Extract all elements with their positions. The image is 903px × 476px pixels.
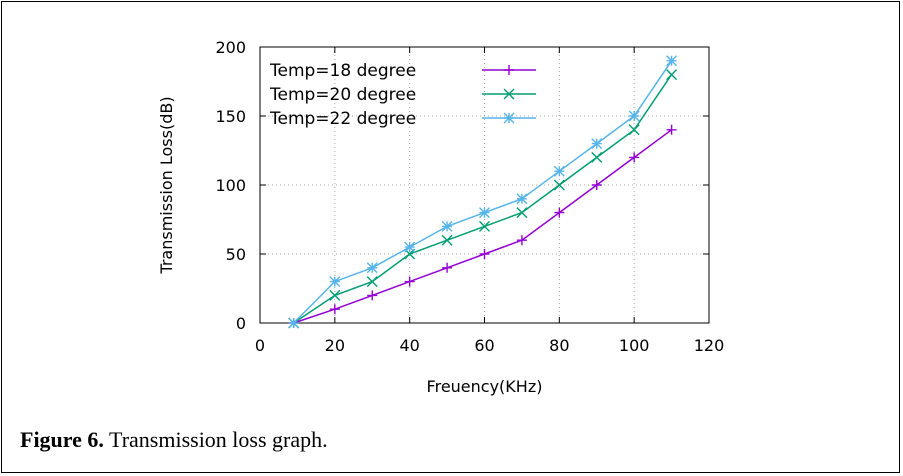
data-point [442,262,453,273]
data-point [366,276,378,288]
data-point [553,165,565,177]
data-point [628,110,640,122]
data-point [367,290,378,301]
x-axis-label: Freuency(KHz) [427,377,543,396]
y-tick-label: 0 [236,314,246,333]
x-tick-label: 120 [694,336,725,355]
data-point [629,152,640,163]
data-point [553,179,565,191]
x-tick-label: 40 [399,336,419,355]
data-point [329,276,341,288]
y-axis-label: Transmission Loss(dB) [157,96,176,274]
data-point [366,262,378,274]
data-point [666,55,678,67]
y-tick-label: 50 [226,245,246,264]
data-point [591,180,602,190]
x-tick-label: 100 [619,336,650,355]
caption-text: Transmission loss graph. [103,427,328,452]
data-point [591,151,603,163]
legend-marker [503,88,515,100]
legend-label: Temp=22 degree [269,109,416,129]
data-point [666,69,678,81]
figure-caption: Figure 6. Transmission loss graph. [20,427,328,453]
x-tick-label: 60 [474,336,494,355]
data-point [516,193,528,205]
legend-marker [504,65,514,75]
data-point [666,124,677,135]
data-point [441,234,453,246]
data-point [479,249,490,259]
data-point [479,220,490,232]
data-point [404,276,415,287]
y-tick-label: 200 [215,38,246,57]
legend-marker [503,112,515,124]
data-point [628,124,640,136]
legend-label: Temp=20 degree [269,85,416,105]
data-point [404,241,416,253]
data-point [329,289,341,301]
data-point [516,235,527,246]
data-point [591,138,603,150]
data-point [516,207,528,219]
data-point [554,207,565,218]
y-tick-label: 150 [215,107,246,126]
x-tick-label: 20 [325,336,345,355]
caption-label: Figure 6. [20,427,104,452]
data-point [479,207,490,219]
data-point [329,304,340,315]
legend-label: Temp=18 degree [269,61,416,81]
data-point [441,220,453,232]
data-point [288,317,300,329]
y-tick-label: 100 [215,176,246,195]
x-tick-label: 80 [549,336,569,355]
x-tick-label: 0 [255,336,265,355]
